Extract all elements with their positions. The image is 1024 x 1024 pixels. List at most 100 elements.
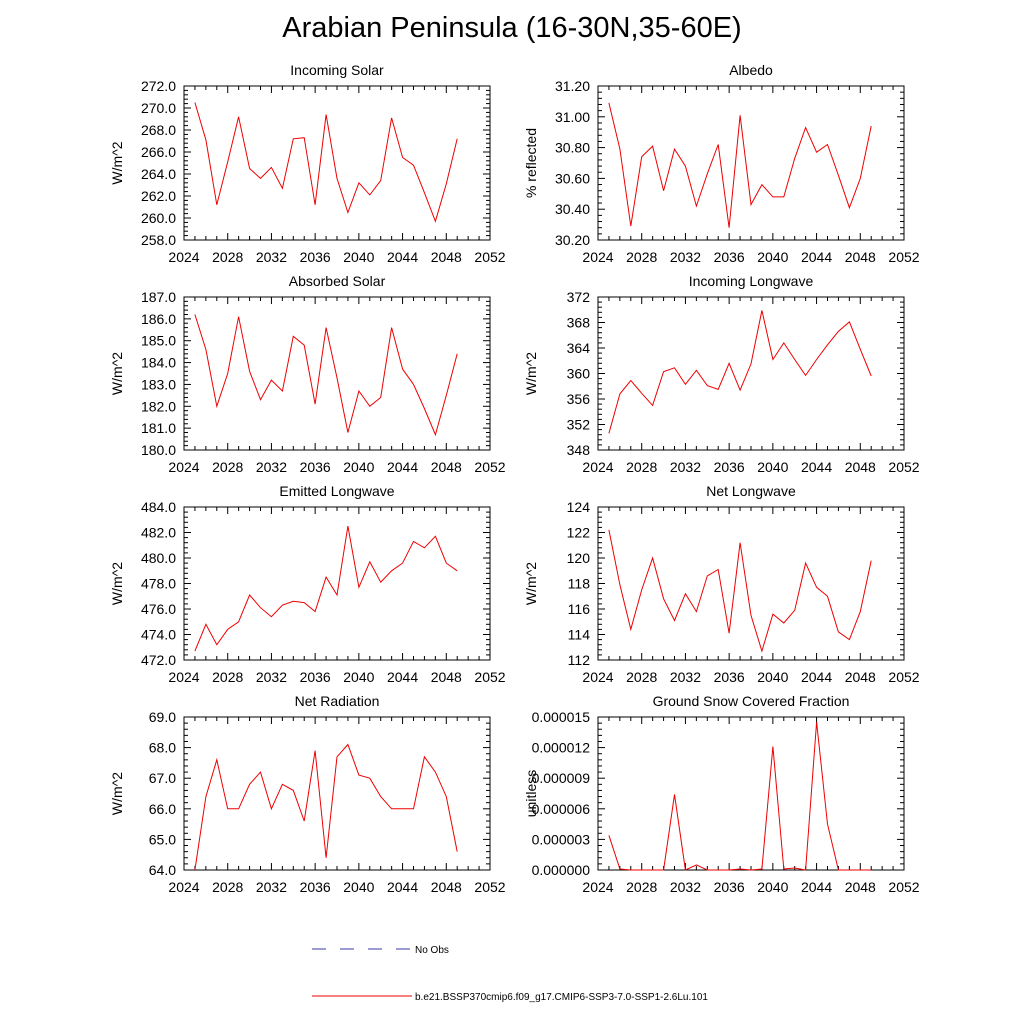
x-tick-label: 2036 [300, 459, 331, 475]
y-tick-label: 184.0 [141, 355, 176, 371]
y-tick-label: 31.20 [555, 78, 590, 94]
y-axis-label: W/m^2 [523, 562, 539, 605]
x-tick-label: 2040 [757, 249, 788, 265]
x-tick-label: 2048 [845, 879, 876, 895]
x-tick-label: 2028 [626, 249, 657, 265]
y-tick-label: 260.0 [141, 210, 176, 226]
x-tick-label: 2036 [300, 669, 331, 685]
y-tick-label: 356 [567, 391, 591, 407]
y-tick-label: 258.0 [141, 232, 176, 248]
y-tick-label: 185.0 [141, 333, 176, 349]
panel-title: Incoming Longwave [689, 273, 814, 289]
y-tick-label: 31.00 [555, 109, 590, 125]
y-tick-label: 116 [568, 601, 591, 617]
chart-panel: Absorbed Solar W/m^2 2024 2028 2032 2036 2040 2… [109, 273, 506, 475]
x-tick-label: 2044 [387, 459, 418, 475]
x-tick-label: 2032 [256, 879, 287, 895]
y-tick-label: 0.000000 [532, 862, 591, 878]
chart-panel: Net Longwave W/m^2 2024 2028 2032 2036 2040 204… [523, 483, 920, 685]
x-tick-label: 2044 [801, 879, 832, 895]
y-tick-label: 474.0 [141, 627, 176, 643]
series-line [194, 743, 458, 871]
x-tick-label: 2024 [582, 669, 613, 685]
x-tick-label: 2040 [757, 459, 788, 475]
x-tick-label: 2028 [626, 879, 657, 895]
legend-label-no-obs: No Obs [415, 945, 449, 956]
y-axis-label: % reflected [523, 128, 539, 198]
plot-frame [183, 506, 491, 661]
y-tick-label: 264.0 [141, 166, 176, 182]
legend-label-model-run: b.e21.BSSP370cmip6.f09_g17.CMIP6-SSP3-7.… [415, 992, 708, 1003]
x-tick-label: 2028 [626, 669, 657, 685]
y-tick-label: 0.000003 [532, 831, 591, 847]
x-tick-label: 2044 [387, 669, 418, 685]
y-tick-label: 0.000015 [532, 709, 591, 725]
y-axis-label: W/m^2 [109, 141, 125, 184]
series-line [194, 526, 458, 652]
x-tick-label: 2052 [474, 249, 505, 265]
x-tick-label: 2036 [714, 669, 745, 685]
x-tick-label: 2052 [888, 669, 919, 685]
x-tick-label: 2052 [474, 669, 505, 685]
panel-title: Net Radiation [295, 693, 380, 709]
x-tick-label: 2028 [626, 459, 657, 475]
y-tick-label: 352 [567, 417, 591, 433]
x-tick-label: 2032 [256, 459, 287, 475]
y-tick-label: 112 [568, 652, 591, 668]
x-tick-label: 2024 [582, 249, 613, 265]
x-tick-label: 2048 [431, 459, 462, 475]
y-tick-label: 66.0 [149, 801, 176, 817]
chart-panel: Net Radiation W/m^2 2024 2028 2032 2036 2040 20… [109, 693, 506, 895]
chart-panel: Incoming Solar W/m^2 2024 2028 2032 2036 2040 2… [109, 62, 506, 265]
y-tick-label: 272.0 [141, 78, 176, 94]
x-tick-label: 2048 [845, 459, 876, 475]
x-tick-label: 2036 [300, 249, 331, 265]
series-line [608, 102, 872, 228]
x-tick-label: 2044 [801, 249, 832, 265]
x-tick-label: 2032 [256, 669, 287, 685]
y-axis-label: W/m^2 [523, 352, 539, 395]
x-tick-label: 2052 [888, 879, 919, 895]
x-tick-label: 2024 [582, 459, 613, 475]
x-tick-label: 2052 [888, 249, 919, 265]
series-line [608, 722, 872, 871]
y-tick-label: 480.0 [141, 550, 176, 566]
y-tick-label: 187.0 [141, 289, 176, 305]
y-tick-label: 368 [567, 315, 591, 331]
x-tick-label: 2052 [888, 459, 919, 475]
y-tick-label: 0.000012 [532, 740, 591, 756]
y-tick-label: 182.0 [141, 398, 176, 414]
x-tick-label: 2052 [474, 879, 505, 895]
y-tick-label: 270.0 [141, 100, 176, 116]
y-tick-label: 30.40 [555, 201, 590, 217]
x-tick-label: 2040 [757, 669, 788, 685]
x-tick-label: 2044 [801, 669, 832, 685]
y-axis-label: W/m^2 [109, 562, 125, 605]
series-line [608, 310, 872, 434]
x-tick-label: 2024 [168, 879, 199, 895]
y-tick-label: 478.0 [141, 576, 176, 592]
x-tick-label: 2032 [670, 459, 701, 475]
y-axis-label: unitless [523, 770, 539, 817]
plot-frame [597, 716, 905, 871]
y-tick-label: 266.0 [141, 144, 176, 160]
x-tick-label: 2040 [343, 459, 374, 475]
y-tick-label: 476.0 [141, 601, 176, 617]
y-axis-label: W/m^2 [109, 772, 125, 815]
x-tick-label: 2040 [343, 249, 374, 265]
y-tick-label: 118 [568, 576, 591, 592]
x-tick-label: 2048 [431, 249, 462, 265]
x-tick-label: 2024 [582, 879, 613, 895]
x-tick-label: 2036 [714, 459, 745, 475]
page-title: Arabian Peninsula (16-30N,35-60E) [282, 12, 742, 44]
panel-title: Ground Snow Covered Fraction [653, 693, 850, 709]
y-tick-label: 30.60 [555, 170, 590, 186]
y-tick-label: 348 [567, 442, 591, 458]
y-tick-label: 69.0 [149, 709, 176, 725]
y-tick-label: 262.0 [141, 188, 176, 204]
y-tick-label: 30.20 [555, 232, 590, 248]
x-tick-label: 2036 [300, 879, 331, 895]
y-tick-label: 183.0 [141, 376, 176, 392]
series-line [194, 102, 458, 223]
chart-panel: Incoming Longwave W/m^2 2024 2028 2032 2036 20… [523, 273, 920, 475]
